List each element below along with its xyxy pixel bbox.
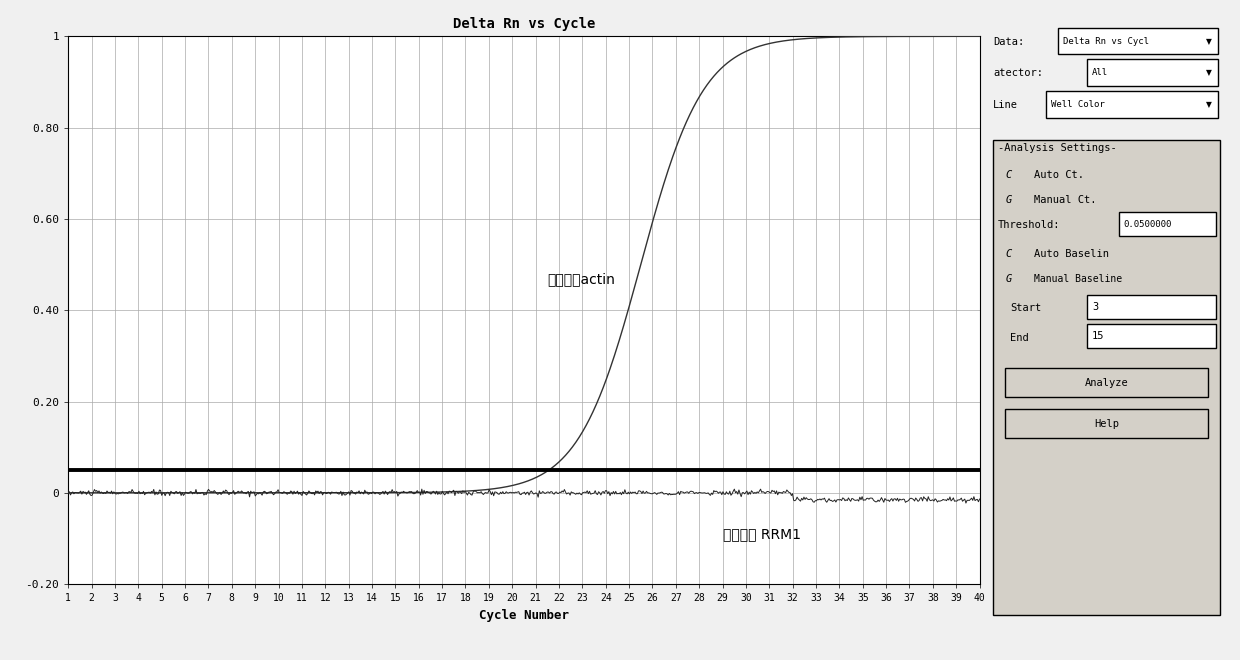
- Text: End: End: [1009, 333, 1029, 343]
- Text: 15: 15: [1092, 331, 1105, 341]
- FancyBboxPatch shape: [1047, 91, 1218, 117]
- Text: G: G: [1006, 275, 1012, 284]
- Text: All: All: [1092, 68, 1109, 77]
- Text: Line: Line: [993, 100, 1018, 110]
- Text: 目的基因 RRM1: 目的基因 RRM1: [723, 527, 801, 541]
- Text: Manual Ct.: Manual Ct.: [1034, 195, 1096, 205]
- FancyBboxPatch shape: [1058, 28, 1218, 54]
- Text: Manual Baseline: Manual Baseline: [1034, 275, 1122, 284]
- FancyBboxPatch shape: [1087, 59, 1218, 86]
- FancyBboxPatch shape: [1006, 368, 1208, 397]
- Text: Analyze: Analyze: [1085, 378, 1128, 387]
- Text: Delta Rn vs Cycl: Delta Rn vs Cycl: [1063, 36, 1149, 46]
- Text: Auto Ct.: Auto Ct.: [1034, 170, 1084, 180]
- FancyBboxPatch shape: [1087, 294, 1215, 319]
- Text: Help: Help: [1094, 419, 1120, 429]
- Text: C: C: [1006, 249, 1012, 259]
- Text: ▼: ▼: [1205, 68, 1211, 77]
- Text: atector:: atector:: [993, 69, 1043, 79]
- FancyBboxPatch shape: [1118, 212, 1215, 236]
- FancyBboxPatch shape: [1006, 409, 1208, 438]
- Text: 3: 3: [1092, 302, 1099, 312]
- Text: Data:: Data:: [993, 37, 1024, 47]
- Text: C: C: [1006, 170, 1012, 180]
- X-axis label: Cycle Number: Cycle Number: [479, 609, 569, 622]
- Text: 内参基因actin: 内参基因actin: [547, 272, 615, 286]
- Text: 0.0500000: 0.0500000: [1123, 220, 1172, 228]
- FancyBboxPatch shape: [993, 140, 1220, 615]
- Title: Delta Rn vs Cycle: Delta Rn vs Cycle: [453, 17, 595, 31]
- Text: Well Color: Well Color: [1052, 100, 1105, 109]
- FancyBboxPatch shape: [1087, 324, 1215, 348]
- Text: -Analysis Settings-: -Analysis Settings-: [998, 143, 1117, 153]
- Text: Threshold:: Threshold:: [998, 220, 1060, 230]
- Text: Auto Baselin: Auto Baselin: [1034, 249, 1109, 259]
- Text: G: G: [1006, 195, 1012, 205]
- Text: Start: Start: [1009, 303, 1042, 313]
- Text: ▼: ▼: [1205, 36, 1211, 46]
- Text: ▼: ▼: [1205, 100, 1211, 109]
